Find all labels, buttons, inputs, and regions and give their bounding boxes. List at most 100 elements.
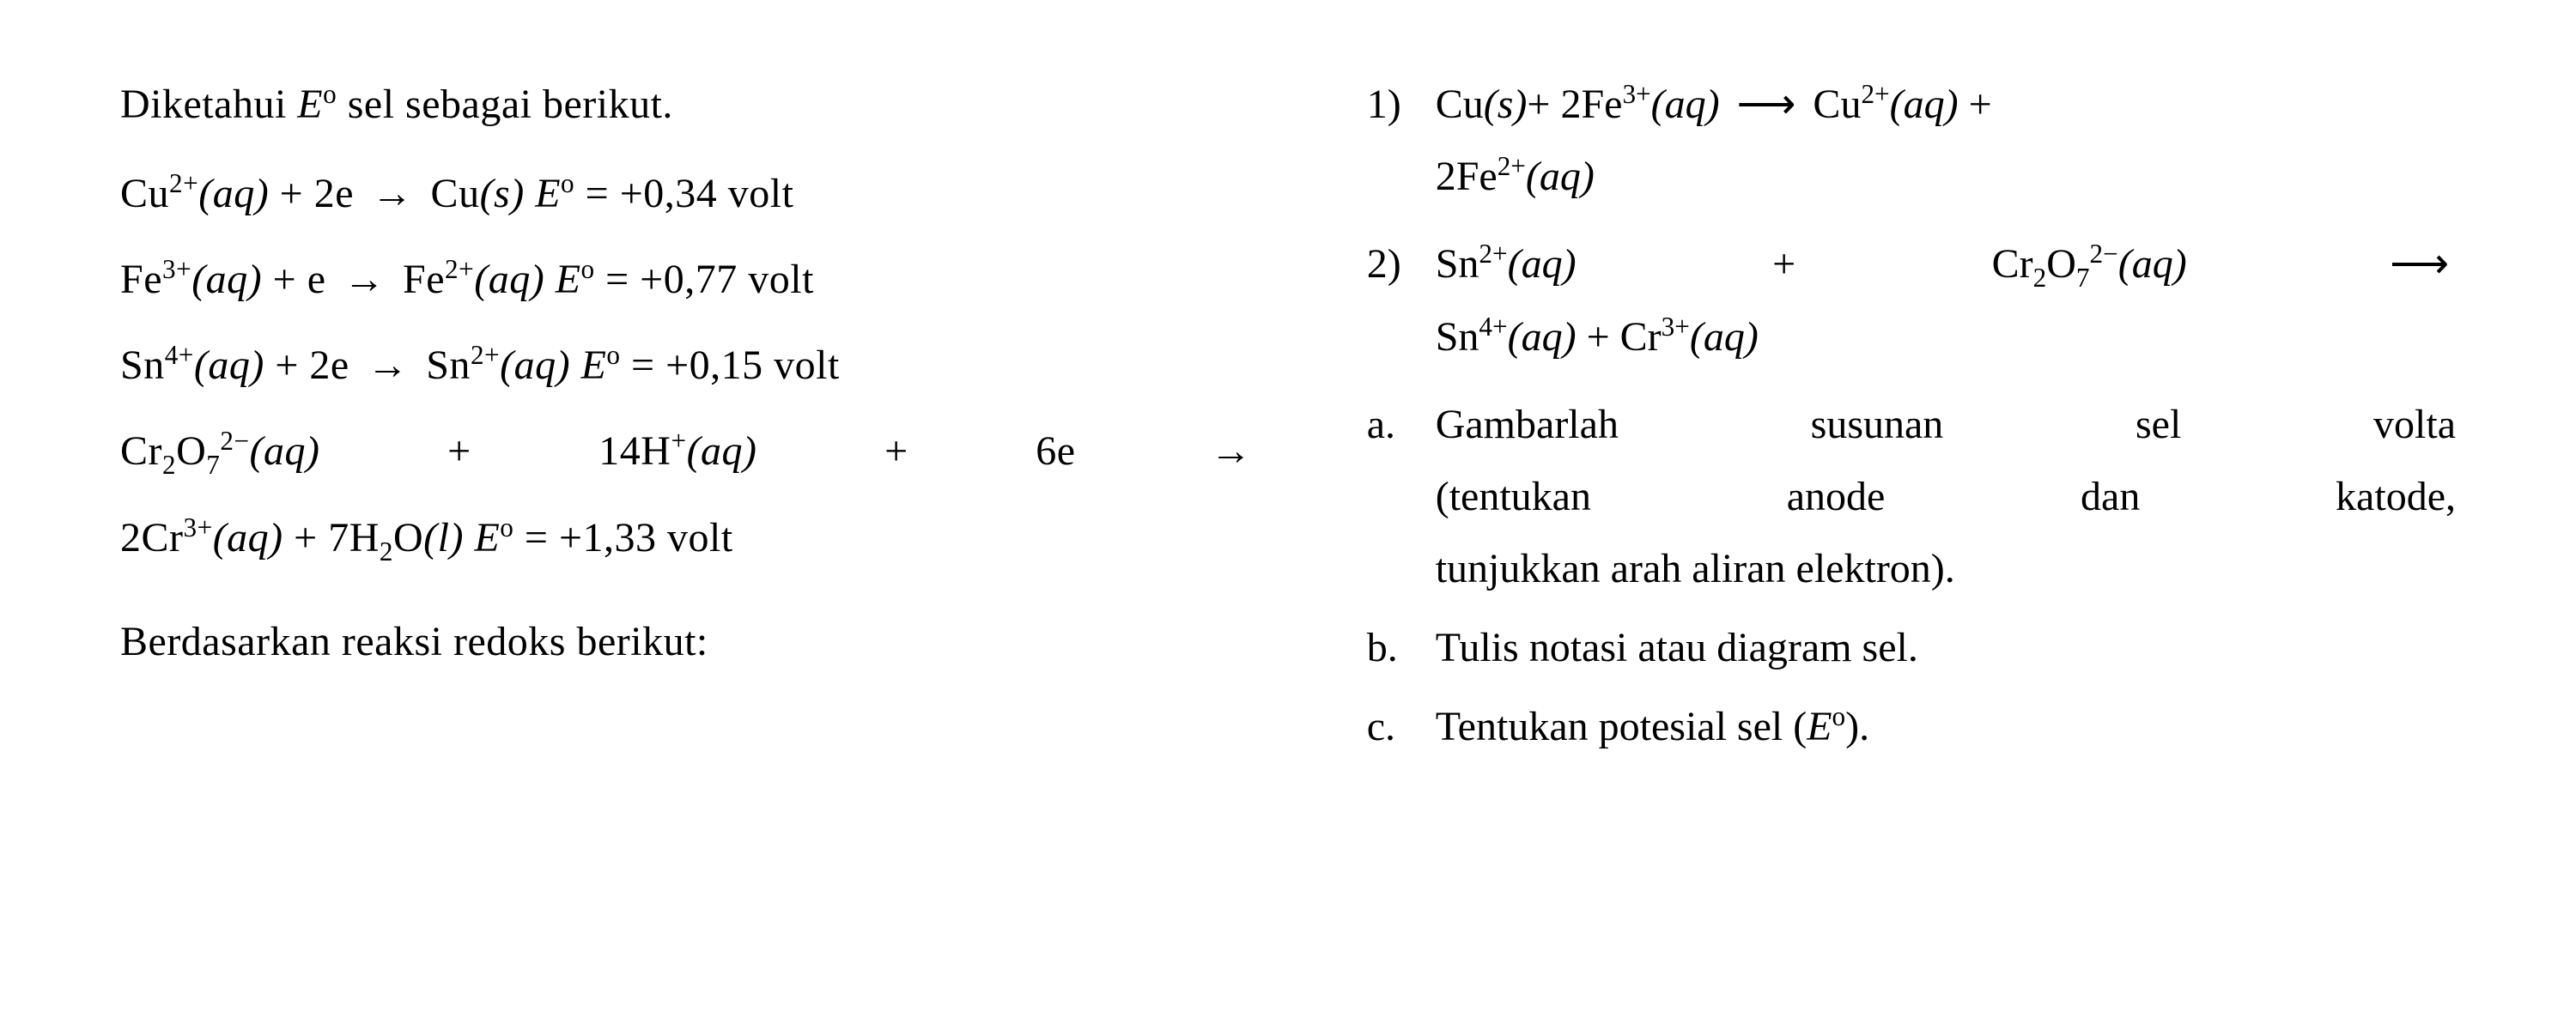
- eq1-lhs-charge: 2+: [169, 168, 198, 198]
- eq4-l2-h-sub: 2: [380, 536, 393, 566]
- i2-plus1: + Cr: [1577, 241, 2033, 287]
- intro-text-before: Diketahui: [120, 82, 297, 127]
- eq2-rhs-species: Fe: [403, 257, 445, 302]
- eq4-o-sub: 7: [206, 450, 220, 480]
- eq4-E-sup: o: [500, 512, 513, 542]
- i1-arrow: ⟶: [1737, 69, 1796, 141]
- eq3-E-base: E: [581, 342, 607, 388]
- sub-a-text1: Gambarlah susunan sel volta: [1436, 389, 2456, 461]
- eq4-h-charge: +: [671, 426, 686, 456]
- item-2-marker: 2): [1367, 228, 1436, 373]
- eq4-l2-o: O: [393, 515, 423, 560]
- E-degree: o: [323, 79, 337, 109]
- sub-item-a: a. Gambarlah susunan sel volta (tentukan…: [1367, 389, 2456, 605]
- sub-c-after: ).: [1845, 704, 1869, 749]
- eq2-rhs-charge: 2+: [445, 254, 474, 284]
- right-column: 1) Cu(s)+ 2Fe3+(aq) ⟶ Cu2+(aq) + 2Fe2+(a…: [1367, 69, 2456, 961]
- eq3-E-sup: o: [606, 340, 620, 370]
- eq4-mid: + 14H: [320, 428, 671, 474]
- equation-3: Sn4+(aq) + 2e → Sn2+(aq) Eo = +0,15 volt: [120, 330, 1264, 402]
- eq2-lhs-charge: 3+: [162, 254, 191, 284]
- eq3-arrow: →: [367, 330, 409, 402]
- i2-a: Sn: [1436, 241, 1479, 287]
- eq4-l2-cr-state: (aq): [213, 515, 283, 560]
- sub-b-content: Tulis notasi atau diagram sel.: [1436, 612, 2456, 684]
- eq1-rhs-species: Cu: [431, 171, 480, 216]
- eq3-rhs-species: Sn: [426, 342, 471, 388]
- intro-text-after: sel sebagai berikut.: [337, 82, 673, 127]
- eq4-value: = +1,33 volt: [513, 515, 732, 560]
- eq4-l2-cr: 2Cr: [120, 515, 184, 560]
- i1-a-state: (s): [1484, 82, 1528, 127]
- eq4-E-base: E: [474, 515, 500, 560]
- i2-plus2: + Cr: [1577, 314, 1662, 360]
- sub-c-E: E: [1807, 704, 1832, 749]
- sub-c-E-sup: o: [1832, 701, 1846, 731]
- eq3-rhs-state: (aq): [500, 342, 570, 388]
- eq3-lhs-charge: 4+: [165, 340, 194, 370]
- eq1-E-sup: o: [561, 168, 574, 198]
- sub-item-c: c. Tentukan potesial sel (Eo).: [1367, 691, 2456, 763]
- sub-item-b: b. Tulis notasi atau diagram sel.: [1367, 612, 2456, 684]
- i1-d: 2Fe: [1436, 154, 1498, 199]
- eq1-arrow: →: [372, 158, 414, 230]
- item-1-content: Cu(s)+ 2Fe3+(aq) ⟶ Cu2+(aq) + 2Fe2+(aq): [1436, 69, 2456, 213]
- i2-b-charge: 4+: [1479, 312, 1507, 342]
- eq4-l2-mid: + 7H: [283, 515, 380, 560]
- eq3-plus: + 2e: [264, 342, 360, 388]
- left-column: Diketahui Eo sel sebagai berikut. Cu2+(a…: [120, 69, 1264, 961]
- i1-c: Cu: [1802, 82, 1861, 127]
- equation-2: Fe3+(aq) + e → Fe2+(aq) Eo = +0,77 volt: [120, 244, 1264, 316]
- item-1-marker: 1): [1367, 69, 1436, 213]
- E-symbol: E: [297, 82, 323, 127]
- eq1-lhs-species: Cu: [120, 171, 169, 216]
- eq1-lhs-state: (aq): [198, 171, 269, 216]
- equation-4-line1: Cr2O72−(aq) + 14H+(aq) + 6e →: [120, 415, 1264, 488]
- i1-b-state: (aq): [1651, 82, 1720, 127]
- eq2-E-base: E: [556, 257, 581, 302]
- eq4-l2-o-state: (l): [423, 515, 464, 560]
- eq1-value: = +0,34 volt: [574, 171, 793, 216]
- i2-o: O: [2046, 241, 2076, 287]
- i2-b: Sn: [1436, 314, 1479, 360]
- eq4-end: + 6e: [757, 428, 1204, 474]
- sub-a-text2: (tentukan anode dan katode,: [1436, 461, 2456, 533]
- sub-c-marker: c.: [1367, 691, 1436, 763]
- item-2: 2) Sn2+(aq) + Cr2O72−(aq) ⟶ Sn4+(aq) + C…: [1367, 228, 2456, 373]
- i2-cr-sub: 2: [2033, 263, 2047, 293]
- footer-text: Berdasarkan reaksi redoks berikut:: [120, 619, 708, 664]
- sub-a-content: Gambarlah susunan sel volta (tentukan an…: [1436, 389, 2456, 605]
- i2-a-state: (aq): [1508, 241, 1577, 287]
- eq4-l2-cr-charge: 3+: [184, 512, 213, 542]
- i1-b-charge: 3+: [1622, 79, 1650, 109]
- i1-c-state: (aq): [1890, 82, 1959, 127]
- eq2-value: = +0,77 volt: [595, 257, 814, 302]
- eq4-state: (aq): [250, 428, 320, 474]
- eq1-rhs-state: (s): [480, 171, 525, 216]
- eq4-o: O: [176, 428, 206, 474]
- sub-b-marker: b.: [1367, 612, 1436, 684]
- i1-c-charge: 2+: [1861, 79, 1889, 109]
- i2-o-charge: 2−: [2090, 239, 2118, 269]
- i2-b-state: (aq): [1508, 314, 1577, 360]
- eq2-lhs-state: (aq): [191, 257, 262, 302]
- i1-d-state: (aq): [1526, 154, 1595, 199]
- sub-c-content: Tentukan potesial sel (Eo).: [1436, 691, 2456, 763]
- eq1-E-base: E: [535, 171, 561, 216]
- eq2-arrow: →: [343, 244, 386, 316]
- intro-line: Diketahui Eo sel sebagai berikut.: [120, 69, 1264, 141]
- eq3-value: = +0,15 volt: [621, 342, 840, 388]
- eq4-charge: 2−: [220, 426, 249, 456]
- footer-line: Berdasarkan reaksi redoks berikut:: [120, 606, 1264, 678]
- eq4-cr-sub: 2: [162, 450, 176, 480]
- eq3-rhs-charge: 2+: [471, 340, 500, 370]
- eq3-lhs-species: Sn: [120, 342, 165, 388]
- eq3-lhs-state: (aq): [194, 342, 264, 388]
- i1-a: Cu: [1436, 82, 1484, 127]
- i2-c-charge: 3+: [1662, 312, 1690, 342]
- item-2-content: Sn2+(aq) + Cr2O72−(aq) ⟶ Sn4+(aq) + Cr3+…: [1436, 228, 2456, 373]
- eq4-cr: Cr: [120, 428, 162, 474]
- item-1: 1) Cu(s)+ 2Fe3+(aq) ⟶ Cu2+(aq) + 2Fe2+(a…: [1367, 69, 2456, 213]
- eq2-rhs-state: (aq): [474, 257, 544, 302]
- equation-4-line2: 2Cr3+(aq) + 7H2O(l) Eo = +1,33 volt: [120, 502, 1264, 575]
